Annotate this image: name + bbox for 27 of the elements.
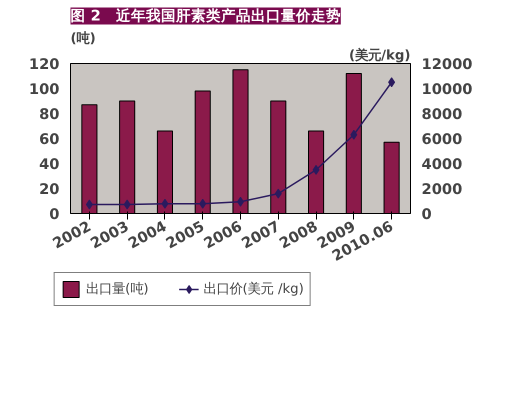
y-tick-label: 0 — [49, 206, 60, 223]
point — [350, 130, 358, 140]
y2-tick-label: 4000 — [422, 156, 462, 173]
point — [124, 200, 131, 210]
chart-title: 图 2 近年我国肝素类产品出口量价走势 — [70, 8, 341, 24]
y-axis-title: (吨) — [70, 32, 96, 46]
y2-tick-label: 10000 — [422, 81, 472, 98]
y-tick-label: 80 — [39, 106, 60, 123]
y-tick-label: 60 — [39, 131, 60, 148]
y2-axis-title: (美元/kg) — [349, 48, 411, 64]
y2-tick-label: 6000 — [422, 131, 462, 148]
y-tick-label: 40 — [39, 156, 60, 173]
point — [86, 200, 93, 210]
point — [388, 77, 396, 88]
y-tick-label: 20 — [39, 181, 60, 198]
point — [161, 198, 168, 209]
point — [274, 188, 282, 199]
y2-tick-label: 0 — [422, 206, 432, 223]
y2-tick-label: 8000 — [422, 106, 462, 123]
point — [199, 198, 206, 209]
y2-tick-label: 12000 — [422, 56, 472, 73]
y-tick-label: 100 — [28, 81, 60, 98]
legend-label: 出口量(吨) — [86, 280, 149, 298]
y2-tick-label: 2000 — [422, 181, 462, 198]
point — [312, 164, 320, 175]
legend-label: 出口价(美元 /kg) — [204, 280, 304, 298]
y-tick-label: 120 — [28, 56, 60, 73]
